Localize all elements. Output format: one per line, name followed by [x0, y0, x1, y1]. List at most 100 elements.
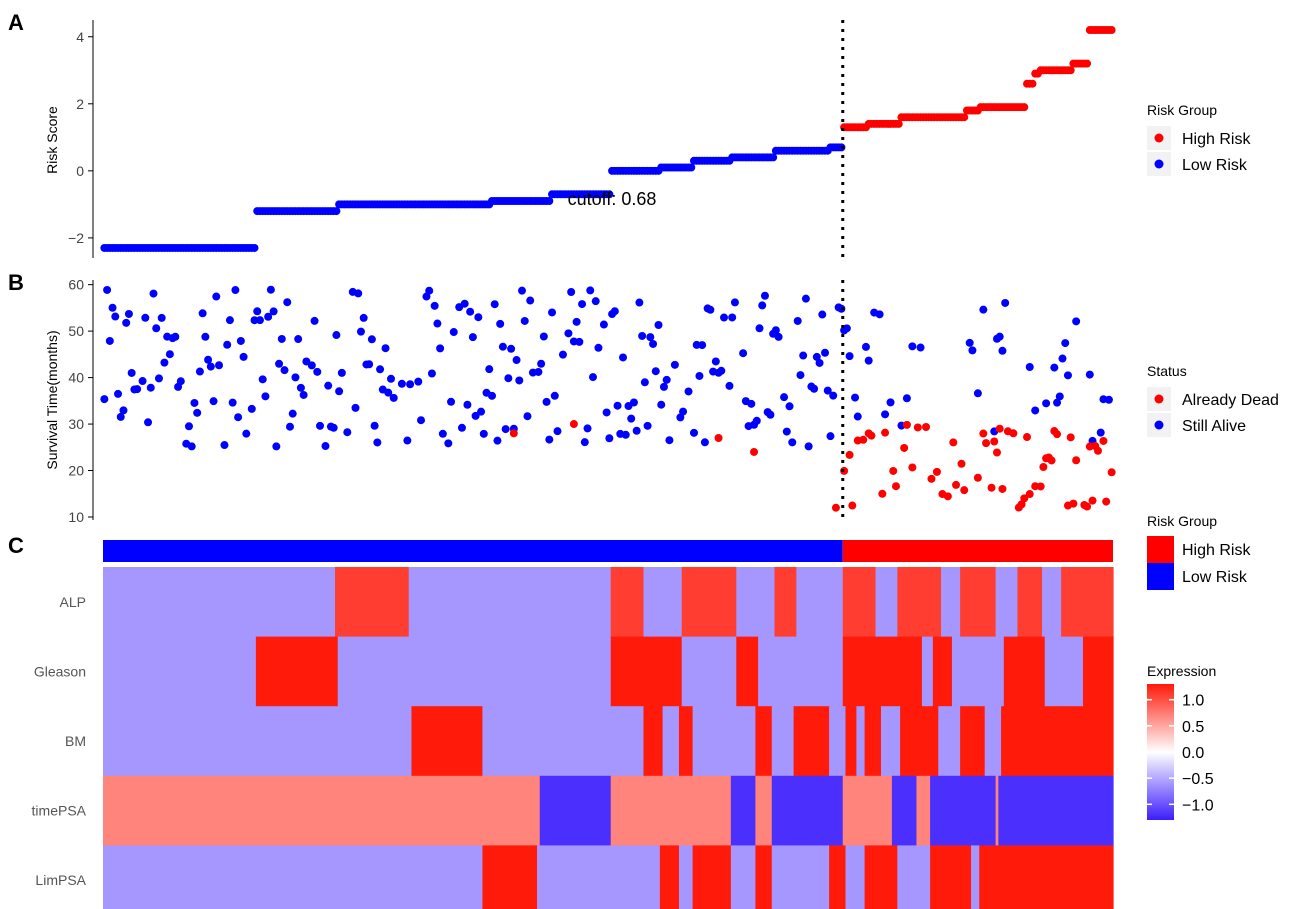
survival-point-alive [449, 328, 458, 337]
survival-point-alive [198, 309, 207, 318]
survival-tick-label: 50 [68, 323, 84, 339]
survival-point-alive [201, 332, 210, 341]
survival-point-alive [588, 373, 597, 382]
survival-point-alive [184, 422, 193, 431]
survival-point-alive [171, 332, 180, 341]
survival-tick-label: 10 [68, 509, 84, 525]
annotation-key-low-risk [1147, 563, 1174, 590]
survival-point-alive [239, 352, 248, 361]
heatmap-row-label: timePSA [32, 803, 87, 819]
risk-score-tick-label: −2 [68, 230, 84, 246]
heatmap-cell [916, 775, 931, 846]
survival-point-alive [654, 321, 663, 330]
survival-point-alive [310, 316, 319, 325]
cutoff-label: cutoff: 0.68 [568, 189, 657, 209]
survival-point-alive [711, 357, 720, 366]
survival-point-dead [987, 483, 996, 492]
survival-point-dead [943, 492, 952, 501]
survival-point-alive [796, 371, 805, 380]
survival-point-alive [154, 374, 163, 383]
survival-point-alive [580, 438, 589, 447]
survival-point-alive [583, 424, 592, 433]
survival-point-dead [878, 489, 887, 498]
survival-point-alive [804, 442, 813, 451]
survival-point-dead [569, 420, 578, 429]
survival-point-alive [386, 374, 395, 383]
survival-point-dead [845, 450, 854, 459]
heatmap-cell [103, 706, 413, 777]
survival-point-alive [146, 383, 155, 392]
heatmap-row-label: Gleason [34, 663, 86, 679]
survival-point-dead [1093, 446, 1102, 455]
survival-point-alive [209, 397, 218, 406]
survival-point-alive [141, 313, 150, 322]
survival-point-alive [594, 343, 603, 352]
heatmap-cell [856, 706, 866, 777]
survival-point-dead [1017, 500, 1026, 509]
survival-point-alive [247, 404, 256, 413]
survival-point-alive [665, 436, 674, 445]
survival-point-alive [329, 423, 338, 432]
survival-point-alive [444, 439, 453, 448]
survival-point-alive [1055, 392, 1064, 401]
panel-tag-a: A [8, 10, 24, 35]
survival-point-dead [750, 447, 759, 456]
survival-point-alive [755, 324, 764, 333]
survival-point-alive [157, 313, 166, 322]
heatmap-cell [692, 706, 757, 777]
survival-point-alive [771, 326, 780, 335]
heatmap-cell [610, 775, 732, 846]
survival-point-alive [228, 398, 237, 407]
survival-point-dead [908, 463, 917, 472]
heatmap-cell [692, 845, 732, 909]
survival-point-alive [479, 429, 488, 438]
risk-score-point [1107, 26, 1116, 35]
heatmap-cell [1082, 636, 1114, 707]
survival-point-alive [272, 442, 281, 451]
legend-key-low-risk [1154, 159, 1164, 169]
survival-point-dead [902, 420, 911, 429]
survival-point-alive [1053, 398, 1062, 407]
survival-point-dead [992, 448, 1001, 457]
heatmap-cell [482, 845, 538, 909]
survival-point-alive [212, 292, 221, 301]
survival-point-alive [307, 361, 316, 370]
survival-point-alive [215, 361, 224, 370]
heatmap-cell [1001, 706, 1114, 777]
survival-point-alive [627, 414, 636, 423]
survival-point-alive [343, 428, 352, 437]
survival-point-alive [236, 336, 245, 345]
survival-point-dead [889, 466, 898, 475]
heatmap-cell [921, 636, 934, 707]
risk-score-tick-label: 0 [76, 163, 84, 179]
survival-point-alive [599, 320, 608, 329]
survival-point-alive [861, 342, 870, 351]
heatmap-cell [984, 706, 1002, 777]
survival-point-alive [758, 301, 767, 310]
survival-tick-label: 20 [68, 463, 84, 479]
survival-point-alive [643, 421, 652, 430]
survival-point-alive [567, 288, 576, 297]
heatmap-cell [482, 706, 645, 777]
survival-point-alive [780, 393, 789, 402]
survival-point-dead [891, 482, 900, 491]
survival-point-alive [591, 297, 600, 306]
survival-point-alive [717, 366, 726, 375]
survival-point-alive [698, 341, 707, 350]
survival-point-alive [728, 313, 737, 322]
survival-point-alive [610, 307, 619, 316]
risk-score-point [332, 207, 341, 216]
survival-point-alive [335, 387, 344, 396]
survival-point-alive [234, 413, 243, 422]
survival-point-alive [269, 307, 278, 316]
heatmap-cell [932, 636, 953, 707]
panel-tag-b: B [8, 270, 24, 295]
heatmap-cell [796, 567, 844, 637]
risk-score-tick-label: 4 [76, 29, 84, 45]
survival-point-alive [507, 344, 516, 353]
survival-point-dead [960, 486, 969, 495]
survival-point-alive [337, 368, 346, 377]
survival-point-alive [651, 367, 660, 376]
heatmap-cell [900, 706, 939, 777]
risk-score-point [1020, 103, 1029, 112]
